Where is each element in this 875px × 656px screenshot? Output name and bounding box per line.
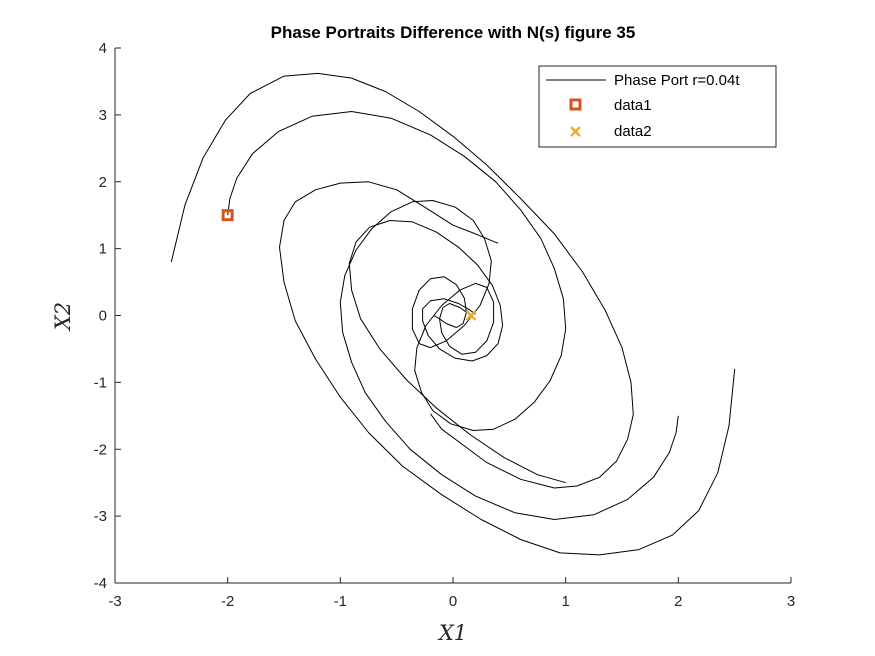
chart-title: Phase Portraits Difference with N(s) fig… [271, 23, 636, 42]
y-tick-label: -1 [94, 374, 107, 391]
x-tick-label: -1 [334, 593, 347, 610]
y-tick-label: 1 [99, 241, 107, 258]
phase-trajectory [339, 200, 679, 520]
x-tick-label: 3 [787, 593, 795, 610]
data1-square-marker [221, 209, 234, 222]
x-tick-label: -3 [108, 593, 121, 610]
y-tick-label: 4 [99, 40, 107, 57]
legend-label-data1: data1 [614, 97, 652, 114]
data2-x-marker [465, 310, 477, 321]
y-tick-label: 2 [99, 174, 107, 191]
legend-label-phase-port: Phase Port r=0.04t [614, 72, 740, 89]
x-axis-label: X1 [437, 621, 467, 645]
phase-trajectory [227, 111, 567, 431]
legend: Phase Port r=0.04t data1 data2 [538, 65, 777, 148]
x-tick-label: -2 [221, 593, 234, 610]
y-tick-label: -4 [94, 575, 107, 592]
trajectory-layer [170, 72, 736, 556]
legend-square-marker [569, 98, 582, 111]
phase-trajectory [348, 220, 566, 484]
phase-trajectory [170, 72, 634, 489]
y-tick-label: 0 [99, 308, 107, 325]
phase-trajectory [279, 181, 736, 556]
x-tick-label: 1 [561, 593, 569, 610]
legend-label-data2: data2 [614, 123, 652, 140]
x-tick-label: 2 [674, 593, 682, 610]
legend-x-marker [570, 126, 581, 137]
y-tick-label: -2 [94, 441, 107, 458]
y-tick-label: -3 [94, 508, 107, 525]
y-tick-label: 3 [99, 107, 107, 124]
x-tick-label: 0 [449, 593, 457, 610]
y-axis-label: X2 [51, 302, 75, 332]
marker-layer [221, 209, 477, 321]
